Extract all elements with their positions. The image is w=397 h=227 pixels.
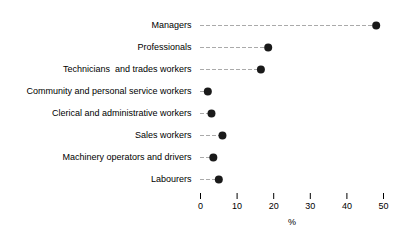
svg-text:Clerical and administrative wo: Clerical and administrative workers — [52, 108, 192, 118]
svg-text:10: 10 — [232, 201, 242, 211]
svg-text:Machinery operators and driver: Machinery operators and drivers — [62, 152, 192, 162]
svg-text:40: 40 — [342, 201, 352, 211]
svg-text:50: 50 — [378, 201, 388, 211]
svg-text:Technicians and trades worker: Technicians and trades workers — [63, 64, 192, 74]
svg-text:Community and personal service: Community and personal service workers — [26, 86, 192, 96]
svg-text:Labourers: Labourers — [151, 174, 192, 184]
svg-text:0: 0 — [198, 201, 203, 211]
svg-text:Sales workers: Sales workers — [135, 130, 192, 140]
svg-text:Professionals: Professionals — [137, 42, 192, 52]
svg-text:%: % — [288, 217, 296, 227]
svg-text:Managers: Managers — [151, 20, 192, 30]
svg-text:30: 30 — [305, 201, 315, 211]
svg-text:20: 20 — [269, 201, 279, 211]
